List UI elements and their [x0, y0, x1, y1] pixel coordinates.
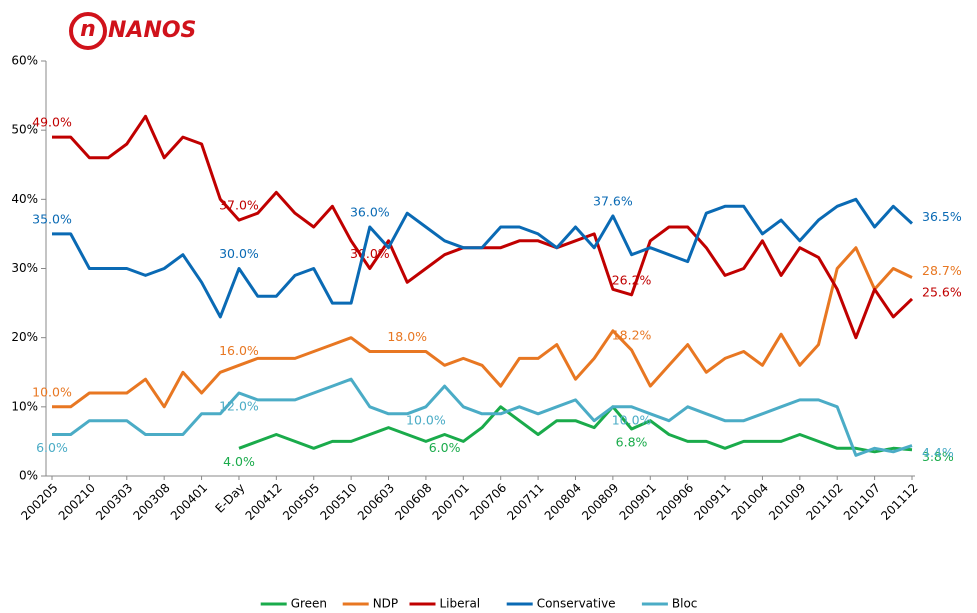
logo-text: NANOS	[108, 18, 196, 43]
logo-mark	[69, 12, 107, 50]
data-label: 49.0%	[32, 115, 72, 130]
legend-label: Liberal	[440, 597, 481, 611]
x-tick-label: 200510	[317, 481, 359, 523]
data-label: 18.2%	[612, 328, 652, 343]
series-line	[238, 405, 913, 454]
x-tick-label: 200603	[355, 481, 397, 523]
x-tick-label: 200205	[18, 481, 60, 523]
logo-n: n	[80, 17, 96, 42]
y-tick-label: 0%	[19, 469, 38, 483]
x-tick-label: 200906	[654, 481, 696, 523]
y-tick-label: 50%	[11, 123, 38, 137]
data-label: 25.6%	[922, 284, 962, 299]
series-line	[52, 114, 914, 340]
series-line	[52, 377, 913, 457]
x-tick-label: 200911	[691, 481, 733, 523]
x-tick-label: 200210	[56, 481, 98, 523]
x-tick-label: 201107	[841, 481, 883, 523]
data-label: 30.0%	[350, 246, 390, 261]
x-tick-label: 200706	[467, 481, 509, 523]
x-tick-label: 201009	[766, 481, 808, 523]
x-tick-label: 201102	[804, 481, 846, 523]
logo: n NANOS	[69, 12, 196, 50]
x-tick-label: 201112	[878, 481, 920, 523]
legend-label: Bloc	[672, 597, 698, 611]
data-label: 3.8%	[922, 449, 954, 464]
data-label: 36.0%	[350, 205, 390, 220]
series-line	[52, 197, 914, 319]
data-label: 10.0%	[32, 384, 72, 399]
x-tick-label: 200901	[617, 481, 659, 523]
data-label: 12.0%	[219, 399, 259, 414]
y-tick-label: 60%	[11, 54, 38, 68]
data-label: 37.0%	[219, 198, 259, 213]
data-label: 37.6%	[593, 193, 633, 208]
x-tick-label: 200505	[280, 481, 322, 523]
data-label: 6.0%	[36, 440, 68, 455]
data-label: 36.5%	[922, 209, 962, 224]
data-label: 4.4%	[922, 445, 954, 460]
data-label: 6.8%	[616, 434, 648, 449]
x-tick-label: E-Day	[212, 481, 247, 516]
x-tick-label: 200809	[579, 481, 621, 523]
y-tick-label: 20%	[11, 330, 38, 344]
x-tick-label: 200308	[130, 481, 172, 523]
y-tick-label: 30%	[11, 261, 38, 275]
legend-label: NDP	[373, 597, 398, 611]
x-tick-label: 200401	[168, 481, 210, 523]
x-tick-label: 200804	[542, 481, 584, 523]
data-label: 18.0%	[387, 329, 427, 344]
data-label: 35.0%	[32, 211, 72, 226]
y-tick-label: 40%	[11, 192, 38, 206]
data-label: 30.0%	[219, 246, 259, 261]
data-label: 28.7%	[922, 263, 962, 278]
x-tick-label: 200608	[392, 481, 434, 523]
data-label: 4.0%	[223, 454, 255, 469]
x-tick-label: 200711	[504, 481, 546, 523]
legend-label: Green	[291, 597, 327, 611]
x-tick-label: 200701	[430, 481, 472, 523]
x-tick-label: 200412	[243, 481, 285, 523]
x-tick-label: 200303	[93, 481, 135, 523]
x-tick-label: 201004	[729, 481, 771, 523]
y-tick-label: 10%	[11, 399, 38, 413]
data-label: 10.0%	[612, 412, 652, 427]
data-label: 26.2%	[612, 272, 652, 287]
data-label: 10.0%	[406, 412, 446, 427]
data-label: 16.0%	[219, 343, 259, 358]
legend-label: Conservative	[537, 597, 616, 611]
data-label: 6.0%	[429, 440, 461, 455]
series-line	[52, 246, 913, 409]
